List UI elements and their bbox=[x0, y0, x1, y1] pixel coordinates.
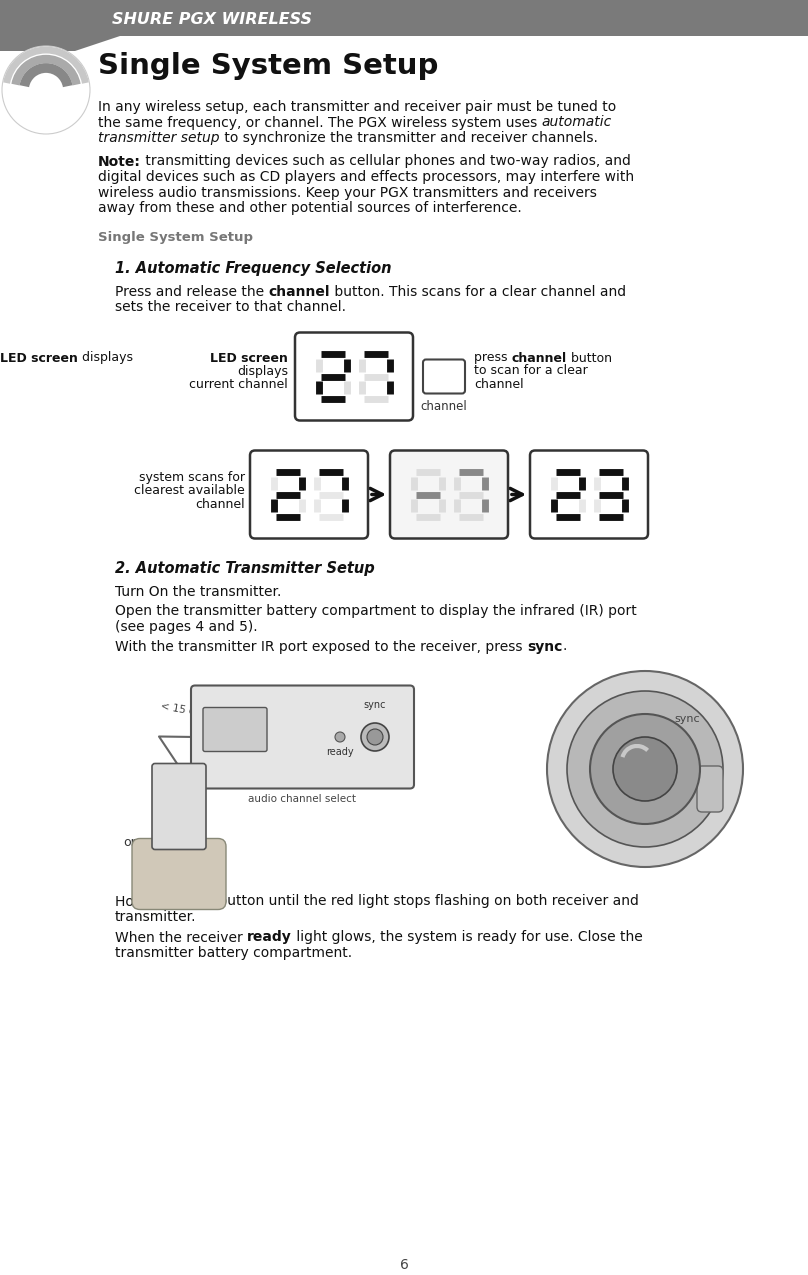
Text: automatic: automatic bbox=[541, 116, 612, 130]
Circle shape bbox=[590, 714, 700, 824]
Text: current channel: current channel bbox=[189, 377, 288, 390]
Text: light glows, the system is ready for use. Close the: light glows, the system is ready for use… bbox=[292, 931, 642, 945]
Text: the same frequency, or channel. The PGX wireless system uses: the same frequency, or channel. The PGX … bbox=[98, 116, 541, 130]
Text: Open the transmitter battery compartment to display the infrared (IR) port: Open the transmitter battery compartment… bbox=[115, 604, 637, 618]
Circle shape bbox=[613, 737, 677, 801]
Text: Press and release the: Press and release the bbox=[115, 284, 268, 298]
Text: Turn On the transmitter.: Turn On the transmitter. bbox=[115, 585, 281, 599]
Text: transmitter setup: transmitter setup bbox=[98, 131, 220, 145]
Circle shape bbox=[335, 732, 345, 742]
Text: channel: channel bbox=[474, 377, 524, 390]
Text: sync: sync bbox=[527, 640, 562, 654]
Text: channel: channel bbox=[511, 352, 566, 365]
Text: When the receiver: When the receiver bbox=[115, 931, 247, 945]
Text: Note:: Note: bbox=[98, 154, 141, 168]
Text: button. This scans for a clear channel and: button. This scans for a clear channel a… bbox=[330, 284, 626, 298]
Text: SHURE PGX WIRELESS: SHURE PGX WIRELESS bbox=[112, 11, 312, 27]
Text: LED screen: LED screen bbox=[0, 352, 78, 365]
Text: digital devices such as CD players and effects processors, may interfere with: digital devices such as CD players and e… bbox=[98, 170, 634, 184]
Text: (see pages 4 and 5).: (see pages 4 and 5). bbox=[115, 620, 258, 634]
FancyBboxPatch shape bbox=[203, 708, 267, 751]
Text: 1. Automatic Frequency Selection: 1. Automatic Frequency Selection bbox=[115, 261, 392, 275]
FancyBboxPatch shape bbox=[295, 333, 413, 421]
Text: ready: ready bbox=[326, 747, 354, 757]
Text: sync: sync bbox=[674, 714, 700, 724]
FancyBboxPatch shape bbox=[423, 360, 465, 394]
FancyBboxPatch shape bbox=[191, 686, 414, 788]
Text: sync: sync bbox=[178, 895, 213, 909]
Text: Hold the: Hold the bbox=[115, 895, 178, 909]
Text: button: button bbox=[566, 352, 612, 365]
Text: LED screen: LED screen bbox=[210, 352, 288, 365]
FancyBboxPatch shape bbox=[152, 764, 206, 849]
Text: In any wireless setup, each transmitter and receiver pair must be tuned to: In any wireless setup, each transmitter … bbox=[98, 99, 617, 113]
FancyBboxPatch shape bbox=[697, 766, 723, 812]
Polygon shape bbox=[0, 0, 808, 51]
FancyBboxPatch shape bbox=[530, 450, 648, 538]
Circle shape bbox=[36, 80, 56, 99]
Circle shape bbox=[567, 691, 723, 847]
Text: < 15 cm (8 in.): < 15 cm (8 in.) bbox=[159, 701, 238, 724]
Text: transmitter.: transmitter. bbox=[115, 910, 196, 924]
Text: sets the receiver to that channel.: sets the receiver to that channel. bbox=[115, 300, 346, 314]
Text: channel: channel bbox=[421, 400, 467, 413]
Text: transmitter battery compartment.: transmitter battery compartment. bbox=[115, 946, 352, 960]
Text: button until the red light stops flashing on both receiver and: button until the red light stops flashin… bbox=[213, 895, 638, 909]
Text: With the transmitter IR port exposed to the receiver, press: With the transmitter IR port exposed to … bbox=[115, 640, 527, 654]
Text: or: or bbox=[124, 836, 137, 849]
Text: Single System Setup: Single System Setup bbox=[98, 52, 439, 80]
Text: 6: 6 bbox=[400, 1258, 408, 1272]
Circle shape bbox=[361, 723, 389, 751]
Text: channel: channel bbox=[196, 497, 245, 510]
FancyBboxPatch shape bbox=[390, 450, 508, 538]
Text: displays: displays bbox=[78, 352, 133, 365]
Text: sync: sync bbox=[364, 700, 386, 709]
Text: Single System Setup: Single System Setup bbox=[98, 232, 253, 245]
Text: press: press bbox=[474, 352, 511, 365]
Text: clearest available: clearest available bbox=[134, 484, 245, 497]
Text: to scan for a clear: to scan for a clear bbox=[474, 365, 587, 377]
Text: wireless audio transmissions. Keep your PGX transmitters and receivers: wireless audio transmissions. Keep your … bbox=[98, 185, 597, 199]
Text: to synchronize the transmitter and receiver channels.: to synchronize the transmitter and recei… bbox=[220, 131, 597, 145]
FancyBboxPatch shape bbox=[132, 839, 226, 909]
FancyBboxPatch shape bbox=[250, 450, 368, 538]
Text: .: . bbox=[562, 640, 566, 654]
Text: channel: channel bbox=[268, 284, 330, 298]
Text: away from these and other potential sources of interference.: away from these and other potential sour… bbox=[98, 201, 522, 215]
Circle shape bbox=[367, 729, 383, 745]
Text: audio channel select: audio channel select bbox=[249, 794, 356, 805]
Text: system scans for: system scans for bbox=[139, 472, 245, 484]
Text: ready: ready bbox=[247, 931, 292, 945]
Text: transmitting devices such as cellular phones and two-way radios, and: transmitting devices such as cellular ph… bbox=[141, 154, 631, 168]
Circle shape bbox=[547, 671, 743, 867]
Text: 2. Automatic Transmitter Setup: 2. Automatic Transmitter Setup bbox=[115, 561, 375, 576]
Circle shape bbox=[2, 46, 90, 134]
Text: displays: displays bbox=[237, 365, 288, 377]
